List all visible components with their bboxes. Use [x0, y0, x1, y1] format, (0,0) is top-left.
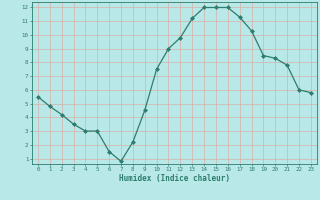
X-axis label: Humidex (Indice chaleur): Humidex (Indice chaleur)	[119, 174, 230, 183]
